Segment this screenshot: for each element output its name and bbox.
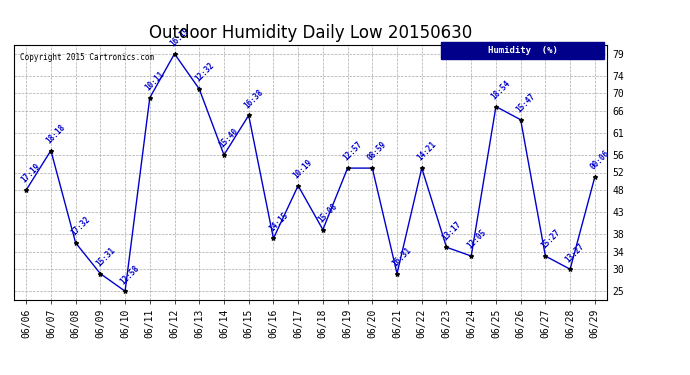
Text: 12:57: 12:57 xyxy=(342,140,364,163)
Text: 08:59: 08:59 xyxy=(366,140,388,163)
Point xyxy=(169,51,180,57)
Text: 14:15: 14:15 xyxy=(267,210,290,233)
Point xyxy=(540,253,551,259)
Point xyxy=(564,266,575,272)
Point xyxy=(95,271,106,277)
Point xyxy=(589,174,600,180)
Text: 00:06: 00:06 xyxy=(589,149,611,172)
Text: 16:19: 16:19 xyxy=(168,26,191,48)
Text: 14:21: 14:21 xyxy=(415,140,438,163)
Text: 13:17: 13:17 xyxy=(440,219,463,242)
Text: 12:32: 12:32 xyxy=(193,61,215,84)
Point xyxy=(416,165,427,171)
Text: 12:05: 12:05 xyxy=(465,228,488,251)
Text: Humidity  (%): Humidity (%) xyxy=(488,46,558,55)
Point xyxy=(194,86,205,92)
Point xyxy=(119,288,130,294)
Text: 17:32: 17:32 xyxy=(69,215,92,238)
Point xyxy=(219,152,230,158)
Text: 18:54: 18:54 xyxy=(490,78,512,101)
Text: 12:58: 12:58 xyxy=(119,263,141,286)
Text: Copyright 2015 Cartronics.com: Copyright 2015 Cartronics.com xyxy=(20,53,154,62)
Text: 15:40: 15:40 xyxy=(217,127,240,150)
Text: 15:31: 15:31 xyxy=(94,246,117,268)
Text: 18:18: 18:18 xyxy=(45,123,67,145)
Point xyxy=(491,104,502,110)
Point xyxy=(515,117,526,123)
Point xyxy=(391,271,402,277)
Bar xyxy=(441,42,604,59)
Point xyxy=(21,187,32,193)
Text: 16:38: 16:38 xyxy=(242,87,265,110)
Point xyxy=(144,95,155,101)
Text: 10:19: 10:19 xyxy=(292,158,315,180)
Title: Outdoor Humidity Daily Low 20150630: Outdoor Humidity Daily Low 20150630 xyxy=(149,24,472,42)
Point xyxy=(342,165,353,171)
Text: 15:27: 15:27 xyxy=(539,228,562,251)
Point xyxy=(268,236,279,242)
Point xyxy=(441,244,452,250)
Text: 13:27: 13:27 xyxy=(564,241,586,264)
Point xyxy=(317,226,328,232)
Text: 17:19: 17:19 xyxy=(20,162,43,185)
Point xyxy=(46,147,57,153)
Point xyxy=(466,253,477,259)
Text: 10:11: 10:11 xyxy=(144,70,166,93)
Text: 15:47: 15:47 xyxy=(514,92,537,114)
Point xyxy=(293,183,304,189)
Point xyxy=(243,112,254,118)
Point xyxy=(367,165,378,171)
Text: 15:08: 15:08 xyxy=(317,202,339,224)
Point xyxy=(70,240,81,246)
Text: 16:31: 16:31 xyxy=(391,246,413,268)
